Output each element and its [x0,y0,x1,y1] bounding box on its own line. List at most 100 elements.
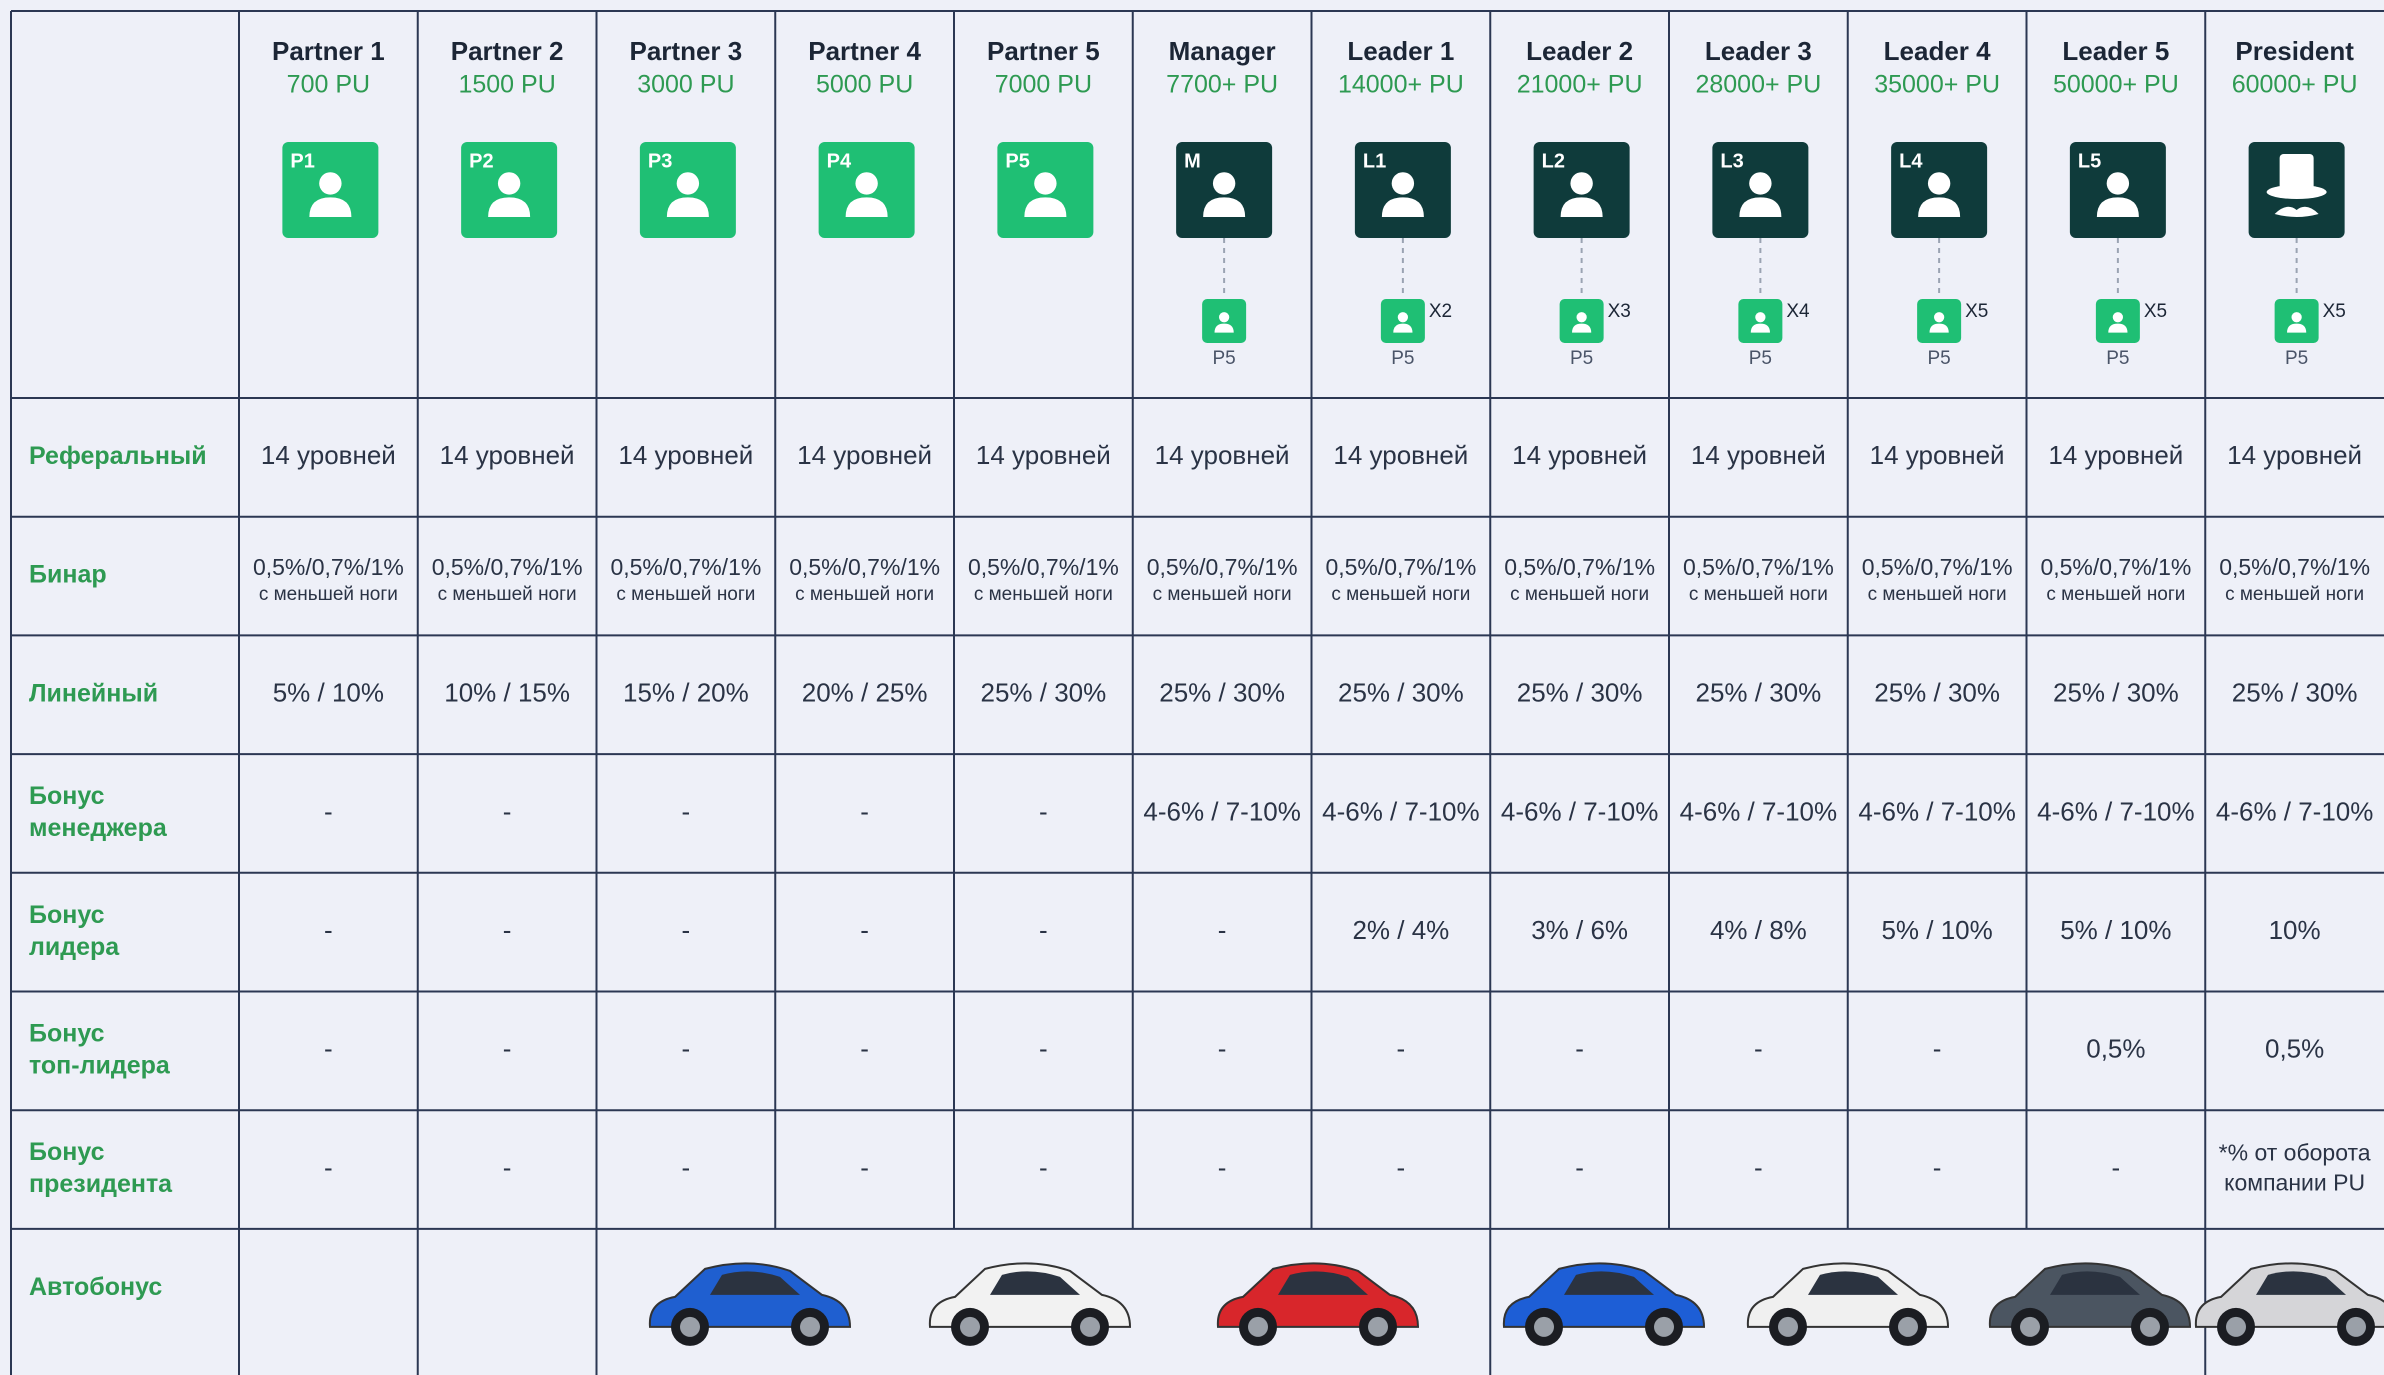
cell-text: 3% / 6% [1531,915,1628,945]
cell-text: 5% / 10% [2060,915,2171,945]
column-name: Leader 2 [1526,36,1633,66]
multiplier: X2 [1429,301,1452,322]
badge-label: P2 [469,150,493,172]
sub-badge-label: P5 [1213,348,1236,369]
cell-text: 0,5%/0,7%/1% [253,554,404,580]
cell-text: 14 уровней [2048,440,2183,470]
person-head [1219,312,1229,322]
hat-brim [2267,185,2327,199]
badge-label: P3 [648,150,672,172]
cell-text: с меньшей ноги [2225,584,2364,605]
row-label: менеджера [29,814,168,842]
column-name: Partner 2 [451,36,564,66]
cell-text: с меньшей ноги [1331,584,1470,605]
car-rim [1778,1317,1798,1337]
cell-text: 0,5%/0,7%/1% [1683,554,1834,580]
column-name: Partner 5 [987,36,1100,66]
cell-text: - [324,1034,333,1064]
cell-text: 25% / 30% [981,678,1107,708]
badge-label: L1 [1363,150,1386,172]
cell-text: 4-6% / 7-10% [1680,796,1838,826]
column-name: Leader 1 [1347,36,1454,66]
cell-text: - [1039,1152,1048,1182]
row-label: Бинар [29,561,107,589]
person-head [855,172,877,194]
cell-text: 0,5%/0,7%/1% [1147,554,1298,580]
cell-text: - [1218,1034,1227,1064]
cell-text: 14 уровней [797,440,932,470]
person-head [319,172,341,194]
cell-text: с меньшей ноги [1510,584,1649,605]
multiplier: X5 [1965,301,1988,322]
person-head [1577,312,1587,322]
cell-text: - [1575,1034,1584,1064]
cell-text: - [1218,1152,1227,1182]
cell-text: 25% / 30% [1874,678,2000,708]
cell-text: 14 уровней [1870,440,2005,470]
cell-text: 0,5%/0,7%/1% [1862,554,2013,580]
column-name: Partner 1 [272,36,385,66]
sub-badge-label: P5 [1928,348,1951,369]
person-head [1934,312,1944,322]
sub-badge-label: P5 [2106,348,2129,369]
column-pu: 700 PU [287,71,370,99]
column-pu: 35000+ PU [1874,71,2000,99]
multiplier: X5 [2323,301,2346,322]
badge-label: L5 [2078,150,2101,172]
column-name: Partner 4 [808,36,921,66]
person-head [1570,172,1592,194]
cell-text: - [682,1152,691,1182]
cell-text: 10% / 15% [444,678,570,708]
cell-text: - [503,796,512,826]
cell-text: - [503,1152,512,1182]
page: Partner 1700 PUP1Partner 21500 PUP2Partn… [0,0,2384,1375]
cell-text: - [1039,915,1048,945]
cell-text: 4-6% / 7-10% [2037,796,2195,826]
cell-text: 25% / 30% [2232,678,2358,708]
row-label: Бонус [29,901,105,929]
cell-text: 25% / 30% [1517,678,1643,708]
car-rim [680,1317,700,1337]
car-rim [800,1317,820,1337]
cell-text: с меньшей ноги [1868,584,2007,605]
cell-text: 14 уровней [618,440,753,470]
cell-text: - [682,796,691,826]
car-rim [2140,1317,2160,1337]
row-label: президента [29,1170,173,1198]
sub-badge-label: P5 [1749,348,1772,369]
car-rim [2020,1317,2040,1337]
cell-text: *% от оборота [2219,1140,2371,1166]
cell-text: 20% / 25% [802,678,928,708]
badge-label: M [1184,150,1201,172]
cell-text: 0,5%/0,7%/1% [1325,554,1476,580]
cell-text: 14 уровней [1512,440,1647,470]
cell-text: - [1397,1152,1406,1182]
column-pu: 50000+ PU [2053,71,2179,99]
cell-text: 25% / 30% [1696,678,1822,708]
column-name: President [2235,36,2354,66]
bonus-table: Partner 1700 PUP1Partner 21500 PUP2Partn… [0,0,2384,1375]
cell-text: - [2112,1152,2121,1182]
cell-text: 0,5%/0,7%/1% [432,554,583,580]
cell-text: 2% / 4% [1352,915,1449,945]
column-pu: 28000+ PU [1695,71,1821,99]
cell-text: 0,5%/0,7%/1% [2219,554,2370,580]
hat-top [2280,154,2314,190]
cell-text: - [1397,1034,1406,1064]
badge-label: P1 [290,150,314,172]
badge-label: L3 [1720,150,1743,172]
car-rim [1080,1317,1100,1337]
cell-text: с меньшей ноги [438,584,577,605]
cell-text: 0,5%/0,7%/1% [968,554,1119,580]
cell-text: - [324,1152,333,1182]
cell-text: 25% / 30% [1159,678,1285,708]
cell-text: 0,5% [2265,1034,2324,1064]
multiplier: X4 [1786,301,1810,322]
car-rim [1248,1317,1268,1337]
cell-text: 14 уровней [261,440,396,470]
sub-badge-label: P5 [1570,348,1593,369]
cell-text: с меньшей ноги [795,584,934,605]
cell-text: - [1933,1034,1942,1064]
person-head [1749,172,1771,194]
column-pu: 7700+ PU [1166,71,1278,99]
